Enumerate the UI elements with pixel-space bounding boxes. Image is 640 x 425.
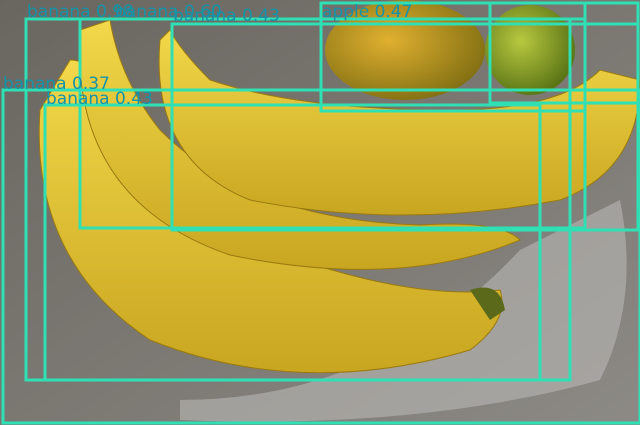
detection-label: banana 0.60: [115, 2, 222, 22]
bounding-box: [488, 1, 640, 105]
detection-label: banana 0.43: [173, 6, 280, 26]
bounding-box: [43, 103, 542, 382]
detection-label: banana 0.98: [27, 2, 134, 22]
bounding-box: [1, 88, 640, 425]
detection-label: banana 0.43: [46, 89, 153, 109]
bounding-box: [319, 1, 587, 113]
bounding-box: [78, 17, 587, 230]
detection-label: banana 0.37: [3, 74, 110, 94]
detection-label: apple 0.47: [322, 2, 412, 22]
bounding-box: [170, 22, 640, 232]
